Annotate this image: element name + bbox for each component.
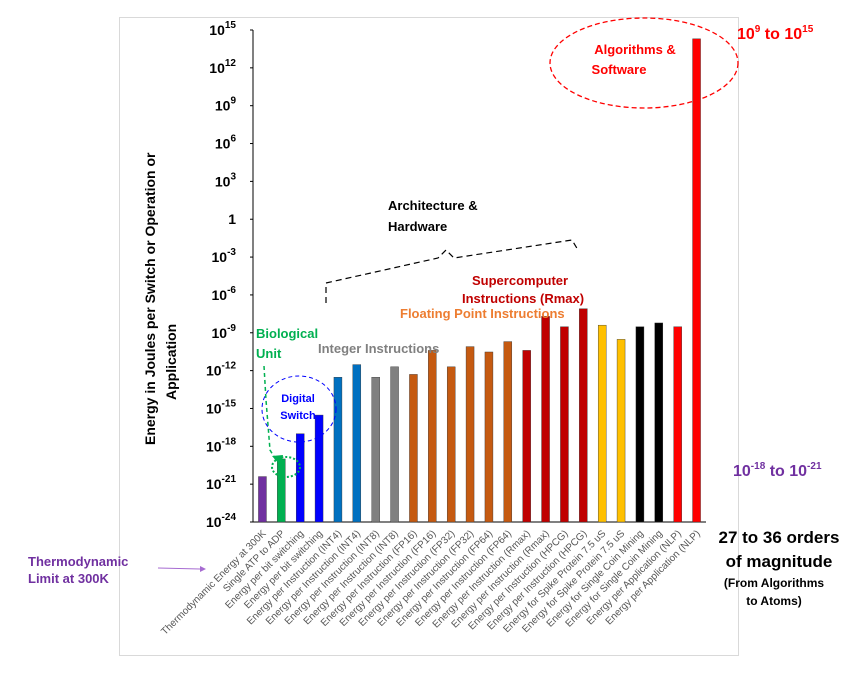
y-tick-label: 1012 <box>209 58 236 76</box>
digital-switch-circle <box>261 375 337 443</box>
hardware-label: Hardware <box>388 219 447 234</box>
top-range-label: 109 to 1015 <box>737 24 814 43</box>
bottom-range-to: to 10 <box>765 463 807 480</box>
bar <box>692 38 701 523</box>
y-tick-labels: 10-24 10-21 10-18 10-15 10-12 10-9 10-6 10-3 1 10… <box>206 20 236 530</box>
biological-arrow <box>263 365 277 461</box>
bars <box>258 38 701 523</box>
thermo-arrow-head <box>200 566 206 572</box>
top-range-sup2: 15 <box>802 24 814 35</box>
bar <box>597 324 607 523</box>
switch-label: Switch <box>280 410 316 422</box>
chart-frame <box>119 17 739 656</box>
top-range-to: to 10 <box>760 26 802 43</box>
bar <box>428 350 437 523</box>
y-tick-label: 1015 <box>209 20 236 38</box>
bar <box>258 476 267 523</box>
bar <box>635 326 645 523</box>
bar <box>522 350 531 523</box>
y-tick-label: 10-15 <box>206 398 236 416</box>
bar <box>541 316 550 523</box>
y-tick-label: 10-12 <box>206 361 236 379</box>
y-tick-label: 10-6 <box>212 285 237 303</box>
y-tick-label: 106 <box>215 134 237 152</box>
bar <box>409 374 418 523</box>
digital-label: Digital <box>281 393 315 405</box>
algorithms-ellipse <box>549 17 739 109</box>
thermo-arrow <box>157 567 201 570</box>
unit-label: Unit <box>256 346 282 361</box>
bottom-range-sup2: -21 <box>807 461 822 472</box>
bottom-range-sup1: -18 <box>751 461 766 472</box>
bottom-range-base: 10 <box>733 463 751 480</box>
bar <box>277 458 286 523</box>
rmax-label: Instructions (Rmax) <box>462 291 584 306</box>
bar <box>314 414 324 523</box>
y-tick-label: 109 <box>215 96 237 114</box>
y-tick-label: 10-3 <box>212 247 237 265</box>
biological-arrow-head <box>272 455 283 466</box>
bar <box>673 326 682 523</box>
y-tick-label: 10-18 <box>206 436 236 454</box>
algorithms-label: Algorithms & <box>594 42 676 57</box>
y-tick-label: 10-21 <box>206 474 236 492</box>
bar <box>352 364 362 523</box>
software-label: Software <box>592 62 647 77</box>
bar <box>579 308 588 523</box>
architecture-brace <box>325 239 579 303</box>
bar <box>333 377 343 523</box>
architecture-label: Architecture & <box>388 198 478 213</box>
floating-point-label: Floating Point Instructions <box>400 306 565 321</box>
bar <box>560 326 569 523</box>
bar <box>446 366 456 523</box>
top-range-sup1: 9 <box>755 24 761 35</box>
biological-circle <box>271 456 301 478</box>
y-axis-label-line2: Application <box>163 324 179 400</box>
supercomputer-label: Supercomputer <box>472 273 568 288</box>
y-tick-label: 1 <box>228 211 236 227</box>
orders-line1: 27 to 36 orders <box>719 528 840 547</box>
y-tick-label: 10-24 <box>206 512 236 530</box>
thermo-line2: Limit at 300K <box>28 571 110 586</box>
biological-label: Biological <box>256 326 318 341</box>
y-axis <box>250 29 706 523</box>
orders-line2: of magnitude <box>726 552 833 571</box>
y-tick-label: 10-9 <box>212 323 237 341</box>
top-range-base: 10 <box>737 26 755 43</box>
from-line2: to Atoms) <box>746 594 802 608</box>
bar <box>371 377 380 523</box>
y-axis-label-line1: Energy in Joules per Switch or Operation… <box>142 152 158 445</box>
from-line1: (From Algorithms <box>724 576 825 590</box>
bar <box>484 351 494 523</box>
y-tick-label: 103 <box>215 171 237 189</box>
bar <box>616 339 626 523</box>
integer-label: Integer Instructions <box>318 341 439 356</box>
bottom-range-label: 10-18 to 10-21 <box>733 461 822 480</box>
bar <box>390 366 399 523</box>
bar <box>503 341 513 523</box>
bar <box>295 433 305 523</box>
thermo-line1: Thermodynamic <box>28 554 128 569</box>
bar <box>654 322 664 523</box>
bar <box>465 346 475 523</box>
